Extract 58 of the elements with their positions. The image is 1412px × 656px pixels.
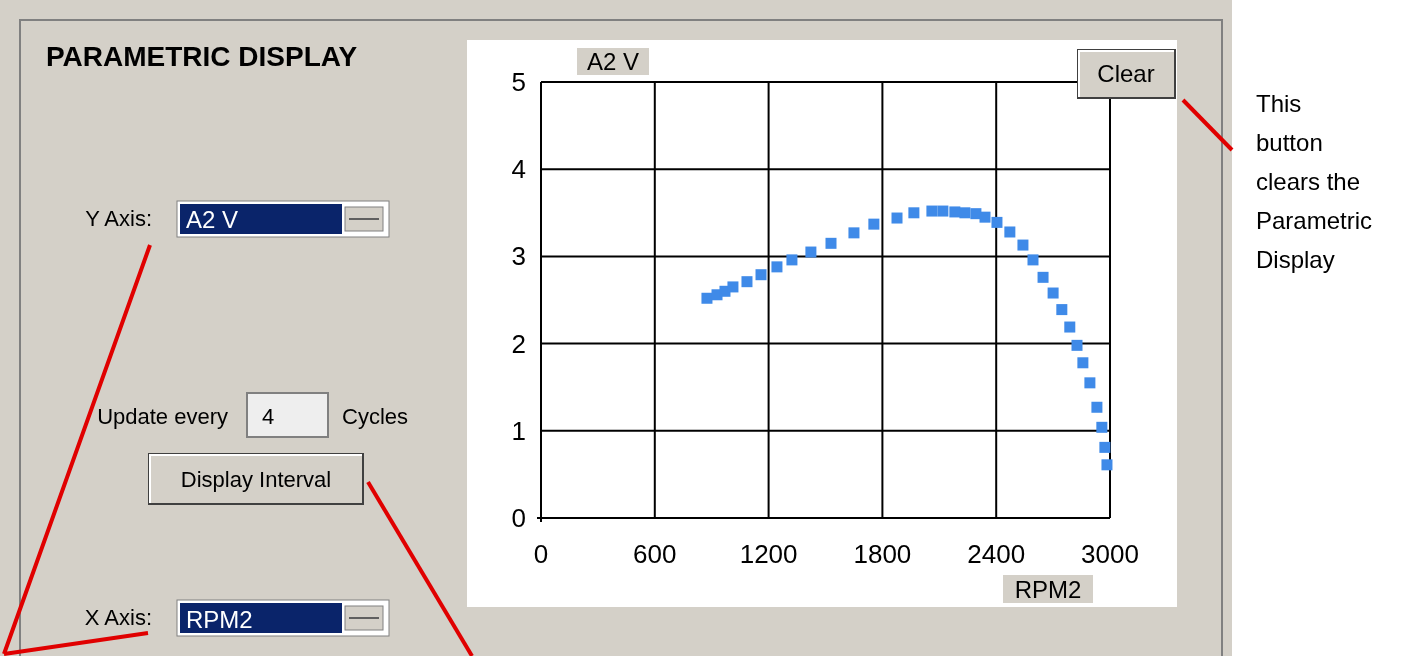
text: PARAMETRIC DISPLAY (46, 41, 358, 72)
text: This button clears the Parametric Display (1256, 90, 1373, 273)
point (771, 261, 783, 273)
point (1056, 304, 1068, 316)
point (1099, 441, 1111, 453)
point (891, 212, 903, 224)
x-tick-label: 0 (533, 539, 549, 569)
text: 4 (262, 404, 275, 429)
x-tick-label: 600 (633, 539, 677, 569)
point (786, 254, 798, 266)
y-tick-label: 3 (511, 241, 526, 272)
point (1101, 459, 1113, 471)
text: A2 V (186, 206, 239, 233)
text: Y Axis: (85, 206, 152, 231)
y-axis-title: A2 V (586, 48, 640, 75)
point (970, 208, 982, 220)
point (949, 206, 961, 218)
point (1084, 377, 1096, 389)
annotation: Clear (1097, 60, 1155, 87)
x-axis-title: RPM2 (1014, 576, 1082, 603)
point (868, 218, 880, 230)
point (1047, 287, 1059, 299)
point (1091, 401, 1103, 413)
text: RPM2 (186, 606, 253, 633)
text: X Axis: (84, 605, 152, 630)
point (755, 269, 767, 281)
point (1096, 421, 1108, 433)
y-tick-label: 2 (511, 328, 526, 359)
point (926, 205, 938, 217)
x-tick-label: 1200 (739, 539, 798, 569)
point (1037, 271, 1049, 283)
point (937, 205, 949, 217)
point (908, 207, 920, 219)
point (1004, 226, 1016, 238)
point (848, 227, 860, 239)
x-tick-label: 2400 (967, 539, 1026, 569)
point (741, 276, 753, 288)
y-tick-label: 0 (511, 503, 526, 533)
y-tick-label: 1 (511, 415, 526, 446)
point (991, 216, 1003, 228)
text: Update every (97, 404, 228, 429)
point (701, 292, 713, 304)
point (959, 207, 971, 219)
point (1017, 239, 1029, 251)
text: Display Interval (180, 467, 332, 492)
text: Cycles (342, 404, 409, 429)
point (727, 281, 739, 293)
point (979, 211, 991, 223)
point (1077, 357, 1089, 369)
y-tick-label: 5 (511, 67, 526, 97)
point (825, 237, 837, 249)
point (805, 246, 817, 258)
point (1071, 339, 1083, 351)
x-tick-label: 1800 (853, 539, 912, 569)
point (1064, 321, 1076, 333)
x-tick-label: 3000 (1081, 539, 1139, 569)
point (1027, 254, 1039, 266)
y-tick-label: 4 (511, 154, 526, 185)
